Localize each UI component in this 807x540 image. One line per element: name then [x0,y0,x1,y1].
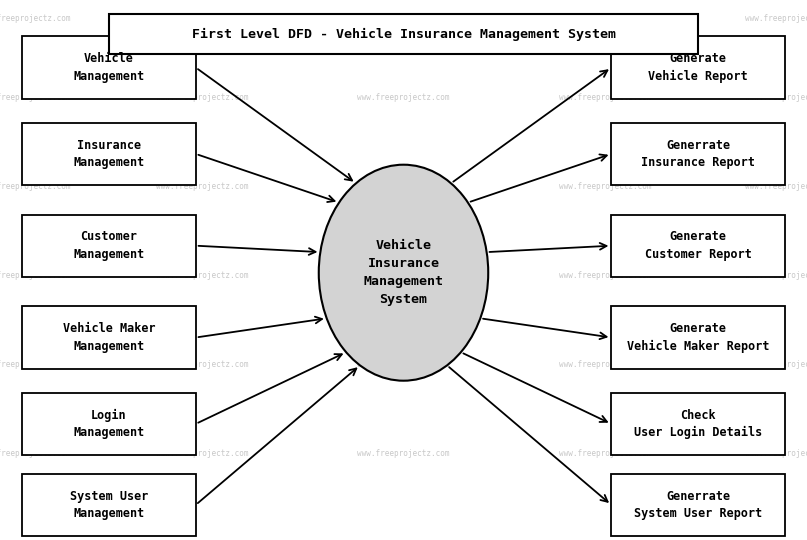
Text: www.freeprojectz.com: www.freeprojectz.com [156,271,248,280]
Text: www.freeprojectz.com: www.freeprojectz.com [358,449,449,458]
Text: www.freeprojectz.com: www.freeprojectz.com [745,449,807,458]
Text: www.freeprojectz.com: www.freeprojectz.com [559,360,651,369]
Text: www.freeprojectz.com: www.freeprojectz.com [156,449,248,458]
Text: www.freeprojectz.com: www.freeprojectz.com [156,93,248,102]
Text: Insurance
Management: Insurance Management [73,139,144,169]
Text: www.freeprojectz.com: www.freeprojectz.com [156,182,248,191]
Text: www.freeprojectz.com: www.freeprojectz.com [358,182,449,191]
FancyBboxPatch shape [612,36,784,98]
Text: www.freeprojectz.com: www.freeprojectz.com [0,449,70,458]
FancyBboxPatch shape [612,123,784,185]
FancyBboxPatch shape [612,474,784,536]
FancyBboxPatch shape [23,123,195,185]
Text: Generrate
System User Report: Generrate System User Report [634,490,762,520]
FancyBboxPatch shape [612,214,784,276]
Text: www.freeprojectz.com: www.freeprojectz.com [358,15,449,23]
Text: www.freeprojectz.com: www.freeprojectz.com [358,360,449,369]
FancyBboxPatch shape [23,36,195,98]
Text: First Level DFD - Vehicle Insurance Management System: First Level DFD - Vehicle Insurance Mana… [191,28,616,40]
Text: Generate
Vehicle Maker Report: Generate Vehicle Maker Report [627,322,769,353]
FancyBboxPatch shape [612,393,784,455]
Text: System User
Management: System User Management [69,490,148,520]
Text: www.freeprojectz.com: www.freeprojectz.com [559,182,651,191]
FancyBboxPatch shape [612,306,784,368]
Text: Login
Management: Login Management [73,409,144,439]
Text: www.freeprojectz.com: www.freeprojectz.com [745,271,807,280]
Text: www.freeprojectz.com: www.freeprojectz.com [559,15,651,23]
Text: www.freeprojectz.com: www.freeprojectz.com [745,15,807,23]
Text: www.freeprojectz.com: www.freeprojectz.com [358,93,449,102]
Text: www.freeprojectz.com: www.freeprojectz.com [0,360,70,369]
Text: www.freeprojectz.com: www.freeprojectz.com [156,360,248,369]
Text: www.freeprojectz.com: www.freeprojectz.com [0,15,70,23]
Text: Vehicle Maker
Management: Vehicle Maker Management [63,322,155,353]
FancyBboxPatch shape [23,214,195,276]
Text: Vehicle
Management: Vehicle Management [73,52,144,83]
Text: Check
User Login Details: Check User Login Details [634,409,762,439]
Text: www.freeprojectz.com: www.freeprojectz.com [559,93,651,102]
Text: Vehicle
Insurance
Management
System: Vehicle Insurance Management System [363,239,444,306]
Text: www.freeprojectz.com: www.freeprojectz.com [745,93,807,102]
FancyBboxPatch shape [23,474,195,536]
Text: www.freeprojectz.com: www.freeprojectz.com [745,360,807,369]
Text: www.freeprojectz.com: www.freeprojectz.com [559,449,651,458]
Text: Customer
Management: Customer Management [73,231,144,261]
FancyBboxPatch shape [23,393,195,455]
Ellipse shape [319,165,488,381]
Text: www.freeprojectz.com: www.freeprojectz.com [0,182,70,191]
Text: www.freeprojectz.com: www.freeprojectz.com [0,271,70,280]
Text: Generate
Vehicle Report: Generate Vehicle Report [648,52,748,83]
Text: Generate
Customer Report: Generate Customer Report [645,231,751,261]
FancyBboxPatch shape [23,306,195,368]
Text: www.freeprojectz.com: www.freeprojectz.com [745,182,807,191]
Text: Generrate
Insurance Report: Generrate Insurance Report [641,139,755,169]
FancyBboxPatch shape [109,14,698,54]
Text: www.freeprojectz.com: www.freeprojectz.com [0,93,70,102]
Text: www.freeprojectz.com: www.freeprojectz.com [156,15,248,23]
Text: www.freeprojectz.com: www.freeprojectz.com [559,271,651,280]
Text: www.freeprojectz.com: www.freeprojectz.com [358,271,449,280]
